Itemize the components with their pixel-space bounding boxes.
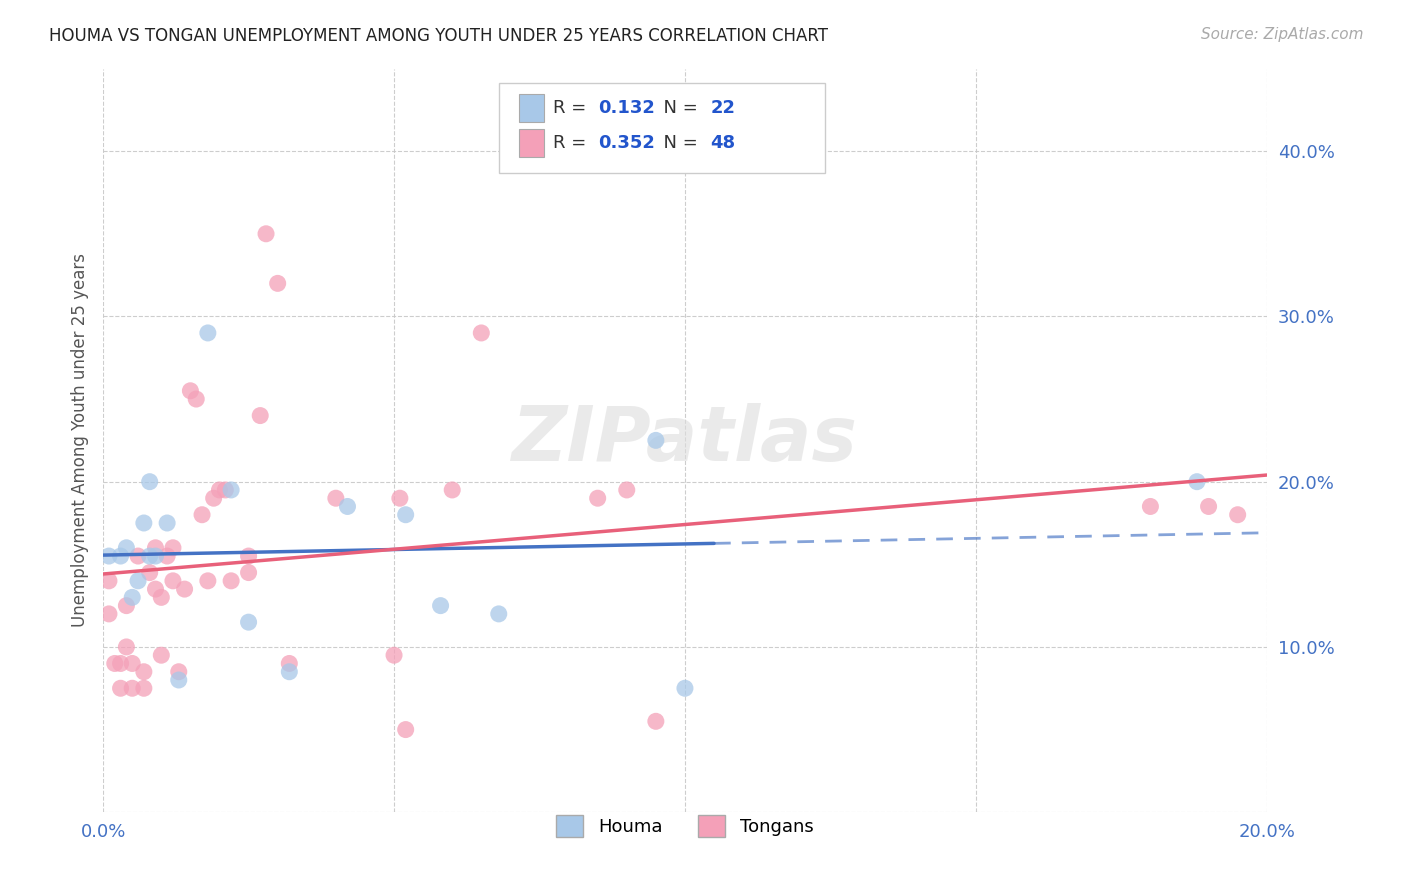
Point	[1198, 500, 1220, 514]
Point	[132, 516, 155, 530]
Point	[162, 541, 184, 555]
Point	[202, 491, 225, 506]
Point	[1226, 508, 1249, 522]
Point	[121, 591, 143, 605]
Point	[488, 607, 510, 621]
Y-axis label: Unemployment Among Youth under 25 years: Unemployment Among Youth under 25 years	[72, 253, 89, 627]
Point	[138, 475, 160, 489]
Text: 0.352: 0.352	[598, 134, 655, 152]
Point	[110, 549, 132, 563]
Point	[586, 491, 609, 506]
Point	[115, 541, 138, 555]
Point	[150, 648, 173, 663]
Point	[208, 483, 231, 497]
Point	[395, 723, 418, 737]
Point	[238, 615, 260, 629]
Text: Source: ZipAtlas.com: Source: ZipAtlas.com	[1201, 27, 1364, 42]
Point	[429, 599, 451, 613]
Text: 0.132: 0.132	[598, 99, 655, 117]
Point	[132, 681, 155, 696]
Text: 48: 48	[710, 134, 735, 152]
Point	[197, 574, 219, 588]
Text: N =: N =	[652, 99, 704, 117]
Point	[110, 657, 132, 671]
Point	[278, 665, 301, 679]
Point	[214, 483, 236, 497]
Point	[470, 326, 492, 340]
Point	[110, 681, 132, 696]
Point	[156, 549, 179, 563]
Text: 22: 22	[710, 99, 735, 117]
Point	[238, 566, 260, 580]
Point	[238, 549, 260, 563]
Text: ZIPatlas: ZIPatlas	[512, 403, 858, 477]
Point	[388, 491, 411, 506]
Point	[138, 566, 160, 580]
Point	[121, 681, 143, 696]
Point	[1185, 475, 1208, 489]
Point	[644, 714, 666, 729]
Point	[138, 549, 160, 563]
Point	[441, 483, 464, 497]
Point	[1139, 500, 1161, 514]
Point	[145, 541, 167, 555]
Legend: Houma, Tongans: Houma, Tongans	[548, 807, 821, 844]
Point	[162, 574, 184, 588]
Point	[254, 227, 277, 241]
Point	[644, 434, 666, 448]
Text: N =: N =	[652, 134, 704, 152]
Point	[266, 277, 288, 291]
Point	[173, 582, 195, 596]
Point	[616, 483, 638, 497]
Point	[179, 384, 201, 398]
FancyBboxPatch shape	[519, 128, 544, 157]
Point	[325, 491, 347, 506]
Point	[150, 591, 173, 605]
Point	[249, 409, 271, 423]
Point	[104, 657, 127, 671]
Text: R =: R =	[554, 134, 592, 152]
Text: R =: R =	[554, 99, 592, 117]
Point	[127, 549, 149, 563]
Point	[115, 599, 138, 613]
Point	[191, 508, 214, 522]
Point	[97, 549, 120, 563]
Point	[97, 607, 120, 621]
Point	[115, 640, 138, 654]
Point	[127, 574, 149, 588]
Point	[167, 673, 190, 687]
Point	[186, 392, 208, 406]
Point	[219, 574, 242, 588]
Point	[97, 574, 120, 588]
Point	[167, 665, 190, 679]
Point	[395, 508, 418, 522]
Point	[336, 500, 359, 514]
Point	[145, 582, 167, 596]
Point	[219, 483, 242, 497]
Point	[145, 549, 167, 563]
Point	[156, 516, 179, 530]
FancyBboxPatch shape	[519, 94, 544, 122]
Point	[197, 326, 219, 340]
FancyBboxPatch shape	[499, 83, 824, 173]
Point	[121, 657, 143, 671]
Point	[132, 665, 155, 679]
Point	[673, 681, 696, 696]
Point	[382, 648, 405, 663]
Text: HOUMA VS TONGAN UNEMPLOYMENT AMONG YOUTH UNDER 25 YEARS CORRELATION CHART: HOUMA VS TONGAN UNEMPLOYMENT AMONG YOUTH…	[49, 27, 828, 45]
Point	[278, 657, 301, 671]
